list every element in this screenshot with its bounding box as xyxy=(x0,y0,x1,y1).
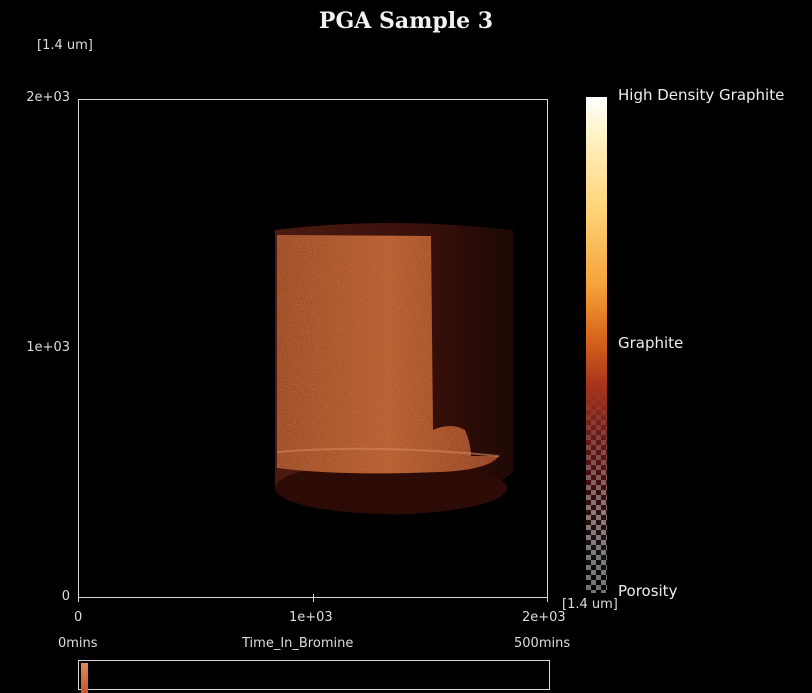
colorbar-opacity-checker xyxy=(586,390,607,593)
plot-title: PGA Sample 3 xyxy=(318,8,494,34)
x-tick-mark-0 xyxy=(78,594,79,602)
x-tick-label-right: 2e+03 xyxy=(522,610,566,625)
y-tick-label-bottom: 0 xyxy=(61,589,70,604)
time-slider-handle[interactable] xyxy=(81,663,88,693)
colorbar-top-label: High Density Graphite xyxy=(618,86,785,104)
x-tick-mark-1 xyxy=(313,594,314,602)
time-end-label: 500mins xyxy=(514,636,571,651)
time-slider[interactable] xyxy=(78,660,550,693)
x-tick-label-left: 0 xyxy=(74,610,83,625)
y-tick-label-mid: 1e+03 xyxy=(26,340,70,355)
colorbar xyxy=(586,97,607,593)
x-tick-label-mid: 1e+03 xyxy=(289,610,333,625)
colorbar-bottom-label: Porosity xyxy=(618,582,678,600)
colorbar-mid-label: Graphite xyxy=(618,334,684,352)
x-tick-mark-2 xyxy=(547,594,548,602)
volume-render-viewport[interactable] xyxy=(78,99,548,598)
sample-core xyxy=(276,235,500,474)
y-axis-unit-label: [1.4 um] xyxy=(37,38,93,53)
y-tick-label-top: 2e+03 xyxy=(26,90,70,105)
x-axis-unit-label: [1.4 um] xyxy=(562,597,618,612)
time-start-label: 0mins xyxy=(58,636,98,651)
time-slider-label: Time_In_Bromine xyxy=(242,636,354,651)
volume-render xyxy=(275,223,513,515)
